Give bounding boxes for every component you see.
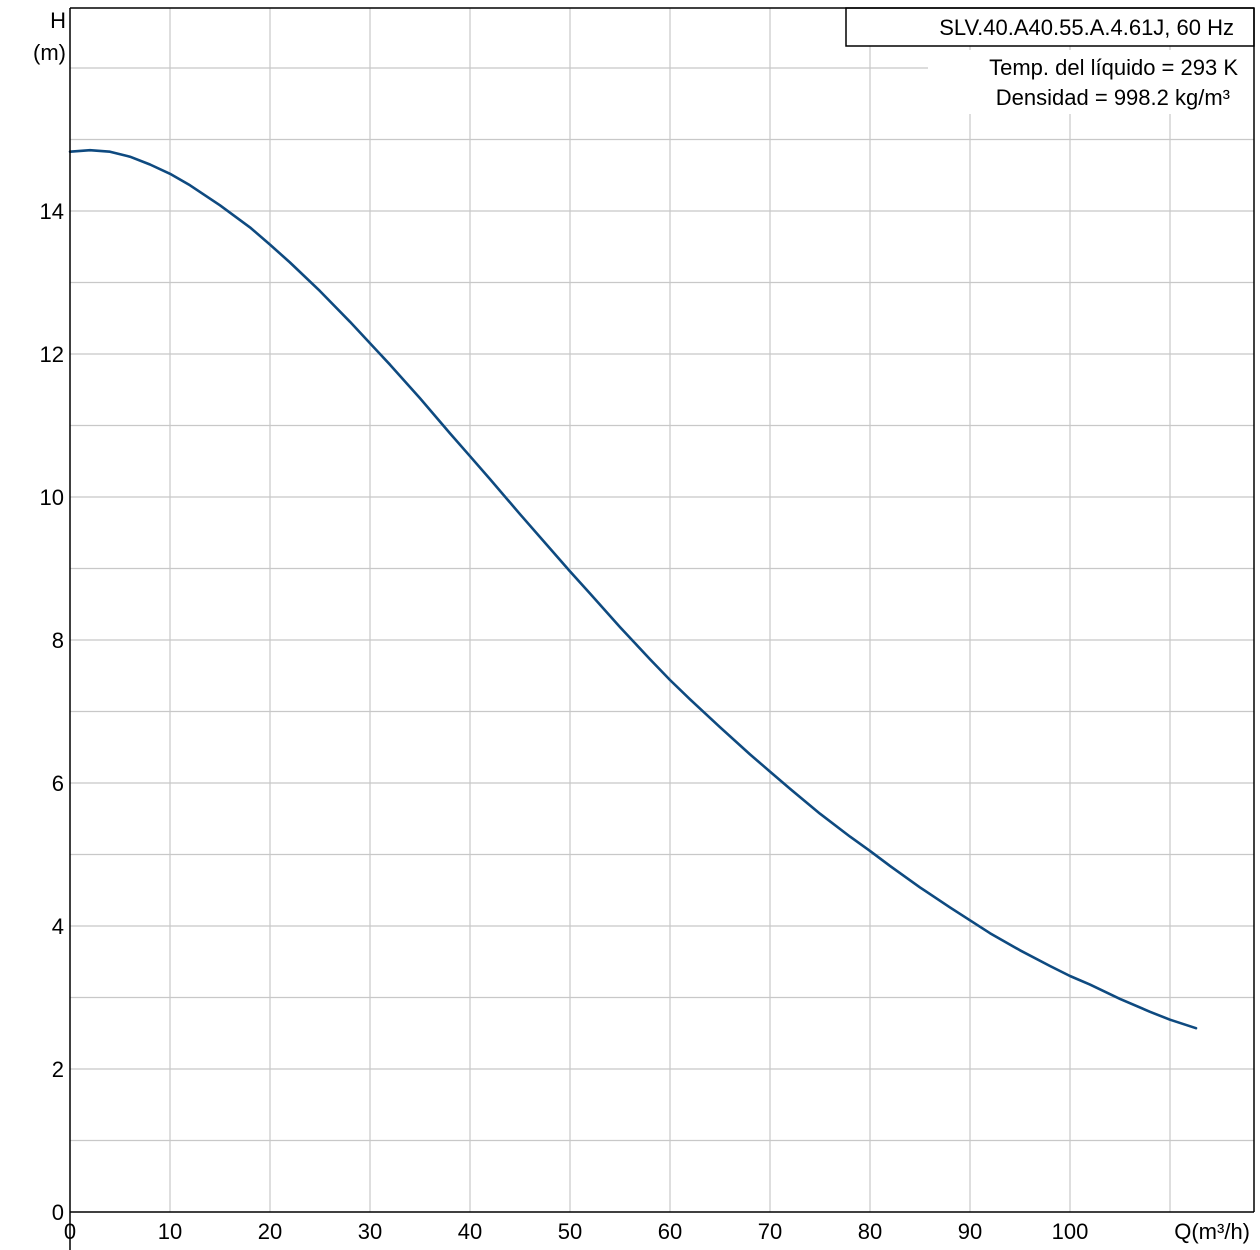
y-axis-unit: (m) — [33, 40, 66, 65]
annotation-background — [928, 50, 1254, 114]
x-tick-label: 60 — [658, 1219, 682, 1244]
x-tick-label: 30 — [358, 1219, 382, 1244]
chart-title: SLV.40.A40.55.A.4.61J, 60 Hz — [939, 15, 1234, 40]
annotation-temperature: Temp. del líquido = 293 K — [989, 55, 1238, 80]
curve-layer — [68, 148, 1198, 1030]
y-tick-label: 0 — [52, 1200, 64, 1225]
x-tick-label: 80 — [858, 1219, 882, 1244]
y-tick-label: 6 — [52, 771, 64, 796]
x-tick-label: 10 — [158, 1219, 182, 1244]
y-tick-label: 4 — [52, 914, 64, 939]
x-tick-label: 70 — [758, 1219, 782, 1244]
y-axis-title: H — [50, 8, 66, 33]
grid — [70, 8, 1254, 1212]
y-tick-label: 8 — [52, 628, 64, 653]
y-tick-label: 12 — [40, 342, 64, 367]
annotation-density: Densidad = 998.2 kg/m³ — [996, 85, 1230, 110]
x-tick-label: 90 — [958, 1219, 982, 1244]
x-tick-label: 40 — [458, 1219, 482, 1244]
y-tick-label: 2 — [52, 1057, 64, 1082]
x-tick-label: 20 — [258, 1219, 282, 1244]
y-tick-label: 10 — [40, 485, 64, 510]
y-tick-label: 14 — [40, 199, 64, 224]
x-tick-label: 100 — [1052, 1219, 1089, 1244]
head-curve-line — [68, 148, 1198, 1030]
x-tick-label: 50 — [558, 1219, 582, 1244]
x-axis-title: Q(m³/h) — [1174, 1219, 1250, 1244]
